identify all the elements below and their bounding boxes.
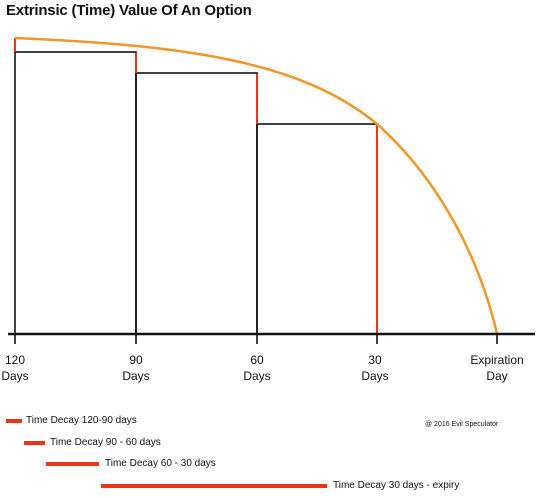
axis-label-120-value: 120 <box>4 353 26 367</box>
legend-item-120-90: Time Decay 120-90 days <box>0 414 200 428</box>
step-90-60 <box>135 72 258 335</box>
legend-item-60-30: Time Decay 60 - 30 days <box>0 457 260 471</box>
axis-label-30: 30 Days <box>355 352 395 384</box>
legend-item-30-expiry: Time Decay 30 days - expiry <box>0 479 480 493</box>
axis-label-90: 90 Days <box>116 352 156 384</box>
copyright-notice: @ 2016 Evil Speculator <box>425 421 499 428</box>
axis-ticks <box>14 334 498 344</box>
axis-label-expiration-line1: Expiration <box>470 353 524 367</box>
legend-swatch <box>24 441 45 445</box>
diagram-title: Extrinsic (Time) Value Of An Option <box>6 2 252 19</box>
axis-label-expiration: Expiration Day <box>462 352 532 384</box>
axis-label-30-unit: Days <box>361 369 389 383</box>
axis-label-120-unit: Days <box>1 369 29 383</box>
axis-label-60-unit: Days <box>243 369 271 383</box>
axis-label-120: 120 Days <box>0 352 35 384</box>
axis-label-90-unit: Days <box>122 369 150 383</box>
legend-label: Time Decay 90 - 60 days <box>50 437 161 448</box>
decay-segments <box>14 38 378 334</box>
axis-label-60-value: 60 <box>250 353 264 367</box>
axis-label-30-value: 30 <box>368 353 382 367</box>
legend-item-90-60: Time Decay 90 - 60 days <box>0 436 220 450</box>
legend-label: Time Decay 60 - 30 days <box>105 458 216 469</box>
legend-swatch <box>6 419 22 423</box>
legend-swatch <box>46 462 99 466</box>
axis-label-60: 60 Days <box>237 352 277 384</box>
legend-label: Time Decay 30 days - expiry <box>333 480 460 491</box>
step-60-30 <box>256 123 378 335</box>
value-steps <box>14 51 378 335</box>
step-120-90 <box>14 51 137 335</box>
legend-label: Time Decay 120-90 days <box>26 415 137 426</box>
time-value-curve <box>14 36 499 335</box>
legend-swatch <box>101 484 327 488</box>
axis-label-expiration-line2: Day <box>486 369 508 383</box>
axis-label-90-value: 90 <box>129 353 143 367</box>
